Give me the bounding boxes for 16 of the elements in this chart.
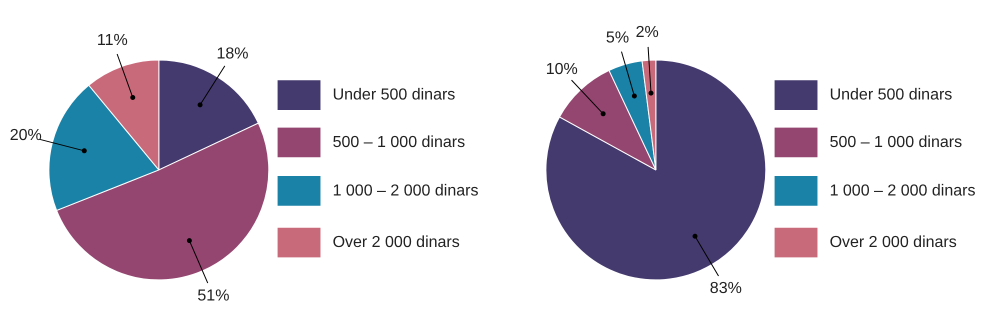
data-label: 20% [10, 127, 42, 144]
legend-label: 1 000 – 2 000 dinars [830, 182, 976, 200]
data-label: 11% [96, 32, 128, 50]
legend-label: Over 2 000 dinars [830, 234, 957, 252]
legend-label: Over 2 000 dinars [332, 234, 460, 252]
data-label: 5% [606, 29, 630, 46]
data-label: 51% [197, 288, 230, 305]
data-label: 10% [546, 61, 578, 78]
data-label: 18% [216, 45, 248, 62]
data-label: 2% [636, 24, 659, 42]
legend-label: 500 – 1 000 dinars [830, 134, 962, 151]
legend-label: Under 500 dinars [332, 86, 456, 104]
legend-label: 500 – 1 000 dinars [332, 134, 466, 151]
legend-label: Under 500 dinars [830, 86, 952, 104]
data-label: 83% [710, 280, 742, 297]
legend-label: 1 000 – 2 000 dinars [332, 182, 478, 200]
